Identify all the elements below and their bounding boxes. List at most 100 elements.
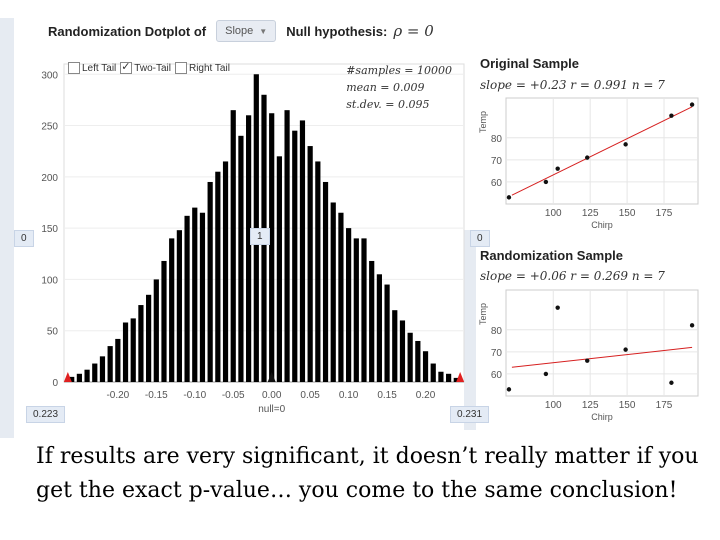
dotplot-bar [199, 212, 206, 382]
randomization-sample-title: Randomization Sample [480, 248, 624, 263]
dotplot-bar [299, 120, 306, 382]
dotplot-bar [369, 260, 375, 382]
x-tick-label: 150 [619, 400, 636, 411]
scatter-point [689, 102, 695, 107]
dotplot-bar [69, 376, 75, 382]
x-tick-label: 125 [582, 400, 599, 411]
x-tick-label: 0.20 [416, 390, 436, 401]
y-tick-label: 0 [52, 378, 58, 389]
tail-options: Left Tail Two-Tail Right Tail [68, 60, 230, 74]
dotplot-bar [184, 215, 190, 382]
dotplot-bar [99, 356, 106, 382]
right-tail-checkbox[interactable] [174, 62, 187, 74]
page-title: Randomization Dotplot of [48, 23, 207, 39]
dotplot-bar [115, 338, 121, 382]
y-tick-label: 150 [41, 224, 58, 235]
dotplot-bar [338, 212, 344, 382]
y-tick-label: 300 [41, 70, 58, 81]
dotplot-bar [407, 332, 413, 382]
statistic-dropdown-value: Slope [225, 25, 254, 37]
summary-stats: #samples = 10000 mean = 0.009 st.dev. = … [346, 62, 452, 113]
dotplot-bar [399, 320, 406, 382]
y-tick-label: 70 [491, 348, 503, 359]
dotplot-bar [230, 110, 236, 382]
statistic-dropdown[interactable]: Slope ▼ [216, 20, 277, 42]
dotplot-bar [276, 156, 282, 382]
dotplot-bar [438, 371, 444, 382]
dotplot-bar [92, 363, 98, 382]
x-tick-label: -0.05 [222, 390, 245, 401]
left-tail-count: 0 [14, 230, 34, 247]
scatter-point [543, 371, 549, 377]
chevron-down-icon: ▼ [259, 26, 268, 36]
y-tick-label: 80 [491, 134, 503, 145]
dotplot-bar [322, 181, 329, 382]
x-tick-label: -0.10 [183, 390, 206, 401]
x-tick-label: 0.10 [339, 390, 359, 401]
original-sample-title: Original Sample [480, 56, 579, 71]
center-count[interactable]: 1 [250, 228, 270, 245]
dotplot-bar [384, 284, 390, 382]
randomization-sample-scatter: 100 125 150 175 60 70 80 Chirp Temp [478, 289, 699, 422]
y-tick-label: 60 [491, 178, 503, 189]
dotplot-bar [122, 322, 129, 382]
scatter-point [555, 305, 560, 310]
dotplot-bar [330, 202, 336, 382]
dotplot-bar [361, 238, 367, 382]
left-tail-option[interactable]: Left Tail [68, 62, 116, 74]
y-tick-label: 250 [41, 122, 58, 133]
x-tick-label: 0.05 [300, 390, 320, 401]
left-panel-strip [0, 18, 14, 438]
left-tail-checkbox[interactable] [68, 62, 80, 74]
left-tail-label: Left Tail [82, 62, 117, 74]
dotplot-bar [392, 310, 398, 382]
x-tick-label: 175 [656, 208, 673, 219]
samples-count: #samples = 10000 [346, 64, 452, 77]
scatter-point [585, 358, 590, 363]
dotplot-bar [292, 130, 298, 382]
dotplot-bar [453, 377, 459, 382]
dotplot-bar [307, 146, 313, 382]
scatter-point [623, 347, 628, 352]
dotplot-bar [315, 161, 321, 382]
dotplot-bar [222, 161, 229, 382]
stdev-value: st.dev. = 0.095 [346, 98, 430, 111]
x-tick-label: 0.00 [262, 390, 282, 401]
scatter-point [555, 166, 560, 171]
scatter-point [506, 387, 512, 392]
dotplot-bar [246, 115, 252, 383]
dotplot-bar [376, 274, 382, 382]
dotplot-bar [161, 260, 167, 382]
dotplot-bar [169, 238, 175, 382]
left-tail-proportion[interactable]: 0.223 [26, 406, 66, 423]
dotplot-bar [215, 171, 221, 382]
dotplot-bar [238, 135, 244, 382]
header-bar: Randomization Dotplot of Slope ▼ Null hy… [48, 18, 434, 44]
randomization-sample-equation: slope = +0.06 r = 0.269 n = 7 [480, 269, 665, 283]
x-axis-label: Chirp [591, 412, 613, 422]
x-tick-label: 175 [656, 400, 673, 411]
right-tail-label: Right Tail [188, 62, 230, 74]
dotplot-bar [153, 279, 159, 382]
trend-line [511, 346, 693, 368]
right-tail-count: 0 [470, 230, 490, 247]
dotplot-bar [284, 110, 290, 382]
dotplot-bar [84, 369, 90, 382]
dotplot-bar [422, 351, 429, 382]
x-tick-label: 100 [545, 208, 562, 219]
null-marker-icon [267, 372, 276, 382]
two-tail-option[interactable]: Two-Tail [120, 60, 171, 74]
x-tick-label: 150 [619, 208, 636, 219]
x-tick-label: 0.15 [377, 390, 397, 401]
dotplot-bar [192, 207, 198, 382]
scatter-point [623, 142, 628, 147]
x-tick-label: -0.20 [106, 390, 129, 401]
right-tail-proportion[interactable]: 0.231 [450, 406, 490, 423]
right-tail-option[interactable]: Right Tail [174, 62, 230, 74]
x-tick-label: 100 [545, 400, 562, 411]
middle-panel-strip [464, 230, 476, 430]
null-hypothesis-label: Null hypothesis: [286, 23, 388, 39]
caption-text: If results are very significant, it does… [36, 444, 699, 503]
two-tail-checkbox[interactable] [120, 60, 133, 74]
dotplot-bar [415, 340, 421, 382]
